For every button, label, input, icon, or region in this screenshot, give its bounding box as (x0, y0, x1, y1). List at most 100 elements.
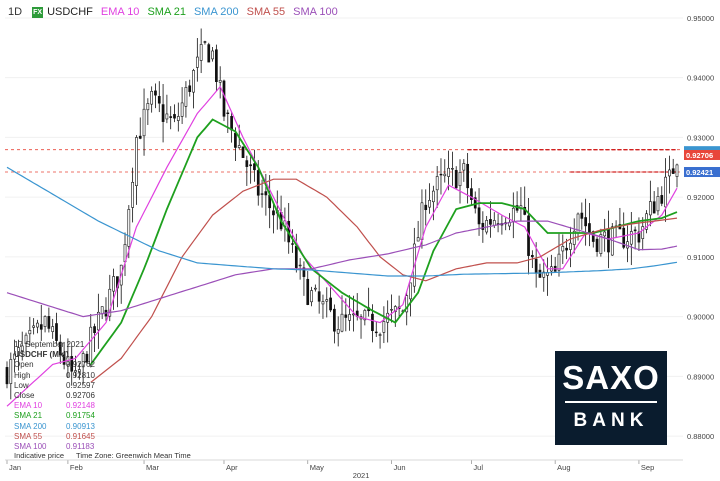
series-line-ema-10 (6, 85, 678, 407)
x-tick-label: Feb (70, 463, 83, 472)
info-value: 0.92597 (66, 380, 95, 390)
timeframe-label[interactable]: 1D (8, 6, 23, 18)
candle-body (405, 295, 409, 313)
info-key: Close (14, 391, 35, 401)
candle-body (454, 169, 458, 189)
candle-body (215, 49, 218, 83)
candle-body (32, 325, 36, 328)
candle-body (199, 44, 203, 61)
candle-body (637, 231, 641, 243)
candle-body (420, 202, 424, 241)
info-row: SMA 200 0.90913 (14, 422, 95, 432)
info-key: SMA 100 (14, 442, 47, 452)
candle-body (607, 229, 610, 253)
info-value: 0.90913 (66, 421, 95, 431)
candle-body (298, 264, 302, 267)
candle-body (100, 306, 104, 315)
candle-body (310, 290, 313, 303)
legend-ema-10[interactable]: EMA 10 (100, 6, 140, 18)
candle-body (260, 193, 264, 195)
candle-body (127, 209, 131, 247)
candle-body (97, 311, 100, 331)
legend-sma-200[interactable]: SMA 200 (193, 6, 239, 18)
candle-body (648, 201, 652, 216)
candle-body (142, 108, 146, 137)
candle-body (203, 41, 207, 43)
indicator-list: EMA 10 SMA 21 SMA 200 SMA 55 SMA 100 (101, 6, 346, 18)
candle-body (161, 104, 165, 122)
price-label: 0.92421 (686, 168, 713, 177)
x-tick-label: May (310, 463, 324, 472)
info-value: 0.92762 (66, 360, 95, 370)
info-row: EMA 10 0.92148 (14, 401, 95, 411)
info-key: Low (14, 380, 29, 390)
candle-body (492, 220, 496, 226)
candle-body (671, 168, 675, 174)
candle-body (489, 219, 492, 225)
candle-body (55, 323, 58, 341)
candle-body (603, 231, 607, 237)
chart-legend: 1D FX USDCHF EMA 10 SMA 21 SMA 200 SMA 55 SM… (0, 0, 690, 24)
candle-body (336, 329, 340, 334)
legend-sma-21[interactable]: SMA 21 (147, 6, 186, 18)
candle-body (112, 276, 115, 292)
y-tick-label: 0.90000 (687, 313, 714, 322)
info-row: SMA 55 0.91645 (14, 432, 95, 442)
candle-body (291, 243, 294, 245)
indicative-price-note: Indicative price (14, 451, 65, 460)
candle-body (622, 227, 626, 248)
candle-body (424, 204, 428, 211)
legend-sma-55[interactable]: SMA 55 (246, 6, 286, 18)
footnote: Indicative price Time Zone: Greenwich Me… (14, 451, 191, 460)
info-value: 0.91645 (66, 431, 95, 441)
candle-body (169, 116, 173, 118)
candle-body (222, 80, 226, 117)
saxo-bank-logo: SAXO BANK (555, 351, 667, 445)
candle-body (81, 353, 85, 368)
candle-body (294, 245, 298, 268)
candle-body (584, 217, 587, 227)
candle-body (530, 254, 534, 258)
y-tick-label: 0.89000 (687, 372, 714, 381)
candle-body (39, 324, 43, 330)
x-tick-label: Sep (641, 463, 654, 472)
candle-body (656, 196, 660, 212)
candle-body (374, 331, 378, 334)
candle-body (13, 353, 16, 360)
candle-body (675, 164, 679, 177)
info-row: Low 0.92597 (14, 381, 95, 391)
candle-body (317, 291, 321, 302)
legend-sma-100[interactable]: SMA 100 (293, 6, 338, 18)
candle-body (664, 176, 667, 208)
y-tick-label: 0.93000 (687, 133, 714, 142)
candle-body (245, 160, 249, 167)
info-row: SMA 100 0.91183 (14, 442, 95, 452)
candle-body (428, 200, 431, 208)
timezone-note: Time Zone: Greenwich Mean Time (76, 451, 191, 460)
candle-body (192, 70, 195, 93)
candle-body (382, 321, 386, 333)
candle-body (348, 314, 351, 321)
candle-body (641, 226, 645, 239)
candle-body (264, 191, 268, 196)
candle-body (173, 114, 176, 119)
candle-body (580, 212, 584, 219)
logo-divider (565, 401, 657, 403)
candle-body (58, 341, 62, 356)
candle-body (325, 299, 329, 302)
candle-body (477, 207, 481, 225)
candle-body (329, 297, 332, 311)
candle-body (5, 367, 9, 385)
candle-body (237, 145, 241, 148)
candle-body (218, 80, 222, 83)
candle-body (599, 234, 603, 254)
candle-body (435, 176, 439, 191)
candle-body (188, 85, 192, 92)
candle-body (333, 308, 336, 332)
candle-body (108, 288, 112, 317)
candle-body (195, 56, 199, 68)
symbol-label[interactable]: USDCHF (47, 6, 93, 18)
logo-bottom-text: BANK (573, 410, 649, 431)
candle-body (443, 173, 447, 177)
